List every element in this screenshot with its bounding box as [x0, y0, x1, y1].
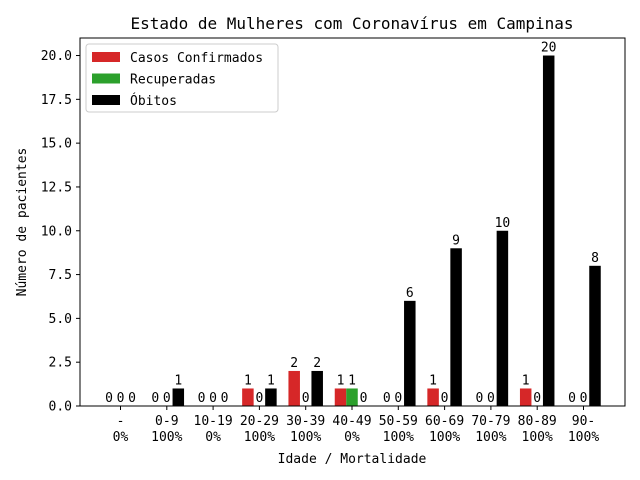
- bar-value-label: 0: [383, 391, 391, 406]
- y-tick-label: 0.0: [49, 400, 72, 415]
- bar: [404, 300, 416, 406]
- bar: [346, 388, 358, 406]
- bar-value-label: 1: [174, 373, 182, 388]
- y-axis-label: Número de pacientes: [15, 148, 30, 297]
- x-tick-label: 90-: [572, 414, 595, 429]
- bar-value-label: 0: [394, 391, 402, 406]
- bar-value-label: 0: [105, 391, 113, 406]
- bar-value-label: 1: [267, 373, 275, 388]
- legend-swatch: [92, 52, 120, 62]
- bar: [311, 370, 323, 406]
- legend-swatch: [92, 95, 120, 105]
- x-tick-mortality-label: 0%: [344, 430, 360, 445]
- bar-value-label: 8: [591, 251, 599, 266]
- x-tick-label: 30-39: [286, 414, 325, 429]
- bar: [172, 388, 185, 406]
- legend-swatch: [92, 73, 120, 84]
- bar-value-label: 10: [495, 216, 511, 231]
- x-tick-mortality-label: 100%: [151, 430, 182, 445]
- x-tick-label: 50-59: [379, 414, 418, 429]
- legend-entry: Óbitos: [130, 93, 177, 109]
- x-tick-label: 80-89: [518, 414, 557, 429]
- x-tick-mortality-label: 100%: [568, 430, 599, 445]
- bar-value-label: 1: [429, 373, 437, 388]
- bar-value-label: 0: [221, 391, 229, 406]
- bar: [288, 370, 300, 406]
- x-tick-label: 10-19: [194, 414, 233, 429]
- x-tick-mortality-label: 0%: [113, 430, 129, 445]
- x-tick-mortality-label: 100%: [522, 430, 553, 445]
- bar-value-label: 0: [163, 391, 171, 406]
- bar: [427, 388, 439, 406]
- y-tick-label: 10.0: [41, 224, 72, 239]
- bar-value-label: 0: [441, 391, 449, 406]
- x-axis-label: Idade / Mortalidade: [278, 452, 427, 467]
- bar-value-label: 0: [117, 391, 125, 406]
- bar-value-label: 2: [290, 356, 298, 371]
- bar: [242, 388, 254, 406]
- legend: Casos Confirmados Recuperadas Óbitos: [85, 43, 279, 113]
- bar: [450, 248, 462, 406]
- x-tick-mortality-label: 100%: [383, 430, 414, 445]
- bar-value-label: 0: [128, 391, 136, 406]
- bar-value-label: 0: [487, 391, 495, 406]
- x-tick-label: 70-79: [471, 414, 510, 429]
- x-tick-label: 40-49: [332, 414, 371, 429]
- plot-frame: [79, 37, 626, 407]
- bar-value-label: 0: [198, 391, 206, 406]
- y-tick-label: 17.5: [41, 93, 72, 108]
- x-tick-mortality-label: 100%: [475, 430, 506, 445]
- bar-value-label: 0: [580, 391, 588, 406]
- plot-area: 0.02.55.07.510.012.515.017.520.00 0 0-0%0 0…: [41, 41, 601, 445]
- y-tick-label: 7.5: [49, 268, 72, 283]
- bar: [542, 55, 555, 407]
- bar-value-label: 1: [337, 373, 345, 388]
- bar-value-label: 20: [541, 41, 557, 56]
- bar-value-label: 6: [406, 286, 414, 301]
- x-tick-label: 20-29: [240, 414, 279, 429]
- x-tick-mortality-label: 100%: [244, 430, 275, 445]
- bar: [265, 388, 277, 406]
- bar: [496, 230, 509, 406]
- bar-value-label: 0: [302, 391, 310, 406]
- x-tick-mortality-label: 100%: [429, 430, 460, 445]
- y-tick-label: 15.0: [41, 137, 72, 152]
- bar-value-label: 0: [475, 391, 483, 406]
- legend-frame: [85, 43, 279, 113]
- bar: [334, 388, 347, 406]
- bar-value-label: 2: [313, 356, 321, 371]
- x-tick-label: 0-9: [155, 414, 178, 429]
- bar-value-label: 1: [244, 373, 252, 388]
- x-tick-label: 60-69: [425, 414, 464, 429]
- bar-value-label: 1: [522, 373, 530, 388]
- y-tick-label: 20.0: [41, 49, 72, 64]
- bar-value-label: 1: [348, 373, 356, 388]
- bar-value-label: 0: [209, 391, 217, 406]
- y-tick-label: 12.5: [41, 180, 72, 195]
- bar: [519, 388, 532, 406]
- x-tick-mortality-label: 0%: [205, 430, 221, 445]
- bar-value-label: 9: [452, 233, 460, 248]
- legend-entry: Recuperadas: [130, 73, 216, 88]
- bar: [589, 265, 601, 406]
- y-tick-label: 5.0: [49, 312, 72, 327]
- y-tick-label: 2.5: [49, 356, 72, 371]
- legend-entry: Casos Confirmados: [130, 51, 263, 66]
- bar-value-label: 0: [151, 391, 159, 406]
- bar-value-label: 0: [533, 391, 541, 406]
- x-tick-mortality-label: 100%: [290, 430, 321, 445]
- bar-value-label: 0: [360, 391, 368, 406]
- x-tick-label: -: [117, 414, 125, 429]
- bar-value-label: 0: [568, 391, 576, 406]
- bar-value-label: 0: [255, 391, 263, 406]
- chart-title: Estado de Mulheres com Coronavírus em Ca…: [130, 14, 573, 33]
